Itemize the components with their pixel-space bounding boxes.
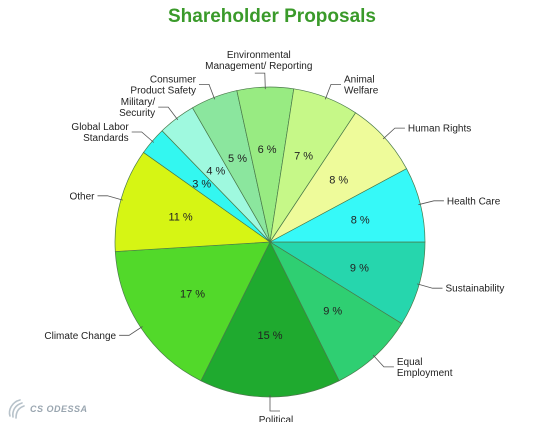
slice-value-label: 8 %	[351, 214, 370, 226]
slice-category-label: Health Care	[447, 196, 501, 207]
slice-category-label: Equal Employment	[397, 357, 453, 379]
slice-value-label: 15 %	[257, 330, 282, 342]
leader-line	[254, 72, 266, 90]
slice-category-label: Consumer Product Safety	[130, 74, 196, 96]
slice-value-label: 11 %	[168, 212, 192, 224]
slice-category-label: Military/Security	[119, 97, 155, 119]
leader-line	[372, 354, 394, 368]
slice-value-label: 9 %	[350, 263, 369, 275]
leader-line	[199, 84, 216, 100]
leader-line	[324, 84, 341, 100]
leader-line	[417, 283, 443, 289]
leader-line	[131, 131, 155, 143]
slice-value-label: 4 %	[206, 165, 225, 177]
leader-line	[119, 326, 143, 336]
slice-category-label: PoliticalContributions	[247, 415, 306, 422]
slice-category-label: Human Rights	[408, 124, 471, 135]
slice-value-label: 6 %	[258, 144, 277, 156]
leader-line	[382, 127, 405, 140]
slice-category-label: Animal Welfare	[344, 74, 379, 96]
leader-line	[97, 195, 123, 201]
leader-line	[269, 395, 280, 412]
logo-text: CS ODESSA	[30, 404, 88, 414]
slice-category-label: Other	[69, 191, 95, 202]
slice-category-label: Global Labor Standards	[71, 122, 129, 144]
slice-value-label: 3 %	[192, 179, 211, 191]
slice-category-label: Environmental Management/ Reporting	[205, 50, 312, 72]
logo-swirl-icon	[8, 399, 25, 419]
slice-value-label: 5 %	[228, 153, 247, 165]
slice-value-label: 17 %	[180, 288, 205, 300]
slice-category-label: Climate Change	[44, 331, 116, 342]
chart-title: Shareholder Proposals	[167, 6, 376, 27]
slice-value-label: 8 %	[329, 174, 348, 186]
slice-category-label: Sustainability	[446, 284, 505, 295]
leader-line	[158, 106, 179, 121]
cs-odessa-logo: CS ODESSA	[6, 396, 96, 420]
slice-value-label: 7 %	[294, 150, 313, 162]
leader-line	[418, 200, 444, 206]
slice-value-label: 9 %	[323, 306, 342, 318]
